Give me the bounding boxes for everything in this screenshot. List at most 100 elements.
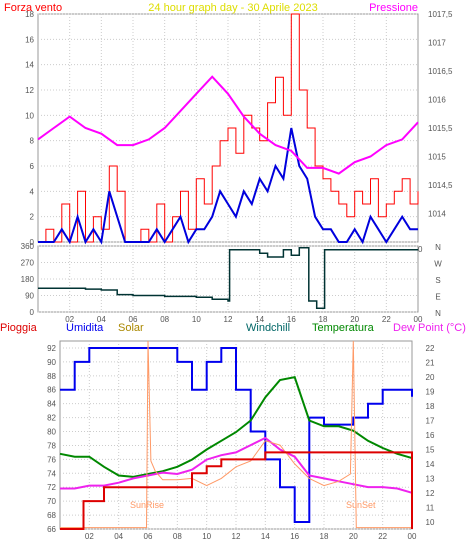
- y-tick-label-temperature: 18: [426, 402, 435, 411]
- y-tick-label-humidity: 84: [47, 400, 56, 409]
- y-tick-label-pressure: 1015,5: [428, 124, 453, 133]
- y-tick-label-pressure: 1016,5: [428, 67, 453, 76]
- sunset-label: SunSet: [346, 500, 376, 510]
- y-tick-label-wind: 4: [30, 187, 35, 196]
- y-tick-label-humidity: 90: [47, 358, 56, 367]
- x-tick-label: 04: [114, 532, 123, 541]
- y-tick-label-pressure: 1017: [428, 39, 446, 48]
- y-tick-label-direction: 270: [21, 259, 35, 268]
- series-line-2: [37, 75, 419, 175]
- y-tick-label-pressure: 1016: [428, 96, 446, 105]
- y-tick-label-wind: 16: [25, 35, 34, 44]
- y-tick-label-direction: 0: [30, 308, 35, 317]
- wind-direction-series: [38, 247, 418, 310]
- y-tick-label-humidity: 74: [47, 469, 56, 478]
- sunrise-label: SunRise: [130, 500, 164, 510]
- y-tick-label-temperature: 17: [426, 417, 435, 426]
- x-tick-label: 22: [378, 532, 387, 541]
- y-tick-label-humidity: 92: [47, 344, 56, 353]
- y-tick-label-temperature: 14: [426, 460, 435, 469]
- y-tick-label-temperature: 19: [426, 388, 435, 397]
- x-tick-label: 04: [97, 315, 106, 324]
- y-tick-label-temperature: 13: [426, 474, 435, 483]
- wind-direction-grid: [38, 245, 418, 313]
- legend-humidity: Umidita: [66, 322, 104, 334]
- y-tick-label-pressure: 1015: [428, 153, 446, 162]
- x-tick-label: 20: [350, 315, 359, 324]
- series-line-4: [60, 451, 413, 530]
- x-tick-label: 14: [261, 532, 270, 541]
- y-tick-label-humidity: 86: [47, 386, 56, 395]
- x-tick-label: 08: [173, 532, 182, 541]
- y-tick-label-humidity: 72: [47, 483, 56, 492]
- y-tick-label-pressure: 1017,5: [428, 10, 453, 19]
- x-tick-label: 10: [202, 532, 211, 541]
- x-tick-label: 16: [290, 532, 299, 541]
- pressure-axis-label: Pressione: [369, 2, 418, 14]
- series-line-2: [60, 436, 413, 494]
- x-tick-label: 02: [65, 315, 74, 324]
- y-tick-label-temperature: 11: [426, 503, 435, 512]
- y-tick-label-humidity: 82: [47, 414, 56, 423]
- x-tick-label: 20: [349, 532, 358, 541]
- x-tick-label: 14: [255, 315, 264, 324]
- wind-direction-ticks: 0 N 90 W 180 S 270 E 360 N 02 04 06 08 10 12 14 16 18 20 22 0…: [21, 242, 443, 324]
- y-tick-label-temperature: 22: [426, 344, 435, 353]
- legend-windchill: Windchill: [246, 322, 290, 334]
- y-tick-label-pressure: 1014: [428, 210, 446, 219]
- x-tick-label: 00: [414, 315, 423, 324]
- y-tick-label-direction: 180: [21, 275, 35, 284]
- y-tick-label-humidity: 76: [47, 455, 56, 464]
- y-tick-label-temperature: 15: [426, 445, 435, 454]
- y-tick-label-temperature: 20: [426, 373, 435, 382]
- x-tick-label: 06: [144, 532, 153, 541]
- x-tick-label: 18: [320, 532, 329, 541]
- y-tick-label-pressure: 1014,5: [428, 181, 453, 190]
- x-tick-label: 00: [408, 532, 417, 541]
- y-tick-label-wind: 14: [25, 61, 34, 70]
- wind-pressure-series: [37, 13, 419, 245]
- humidity-temp-ticks: 66 68 70 72 74 76 78 80 82 84 86 88 90 92 10 11 12 13 14 15…: [47, 344, 435, 541]
- y-tick-label-humidity: 78: [47, 441, 56, 450]
- y-tick-label-temperature: 21: [426, 359, 435, 368]
- x-tick-label: 12: [232, 532, 241, 541]
- compass-label: W: [434, 260, 442, 269]
- y-tick-label-wind: 8: [30, 137, 35, 146]
- y-tick-label-direction: 360: [21, 242, 35, 251]
- legend-temperature: Temperatura: [312, 322, 375, 334]
- y-tick-label-wind: 18: [25, 10, 34, 19]
- x-tick-label: 16: [287, 315, 296, 324]
- y-tick-label-temperature: 12: [426, 489, 435, 498]
- series-line-3: [60, 340, 412, 529]
- compass-label: E: [435, 293, 440, 302]
- y-tick-label-humidity: 66: [47, 525, 56, 534]
- y-tick-label-humidity: 80: [47, 428, 56, 437]
- x-tick-label: 18: [319, 315, 328, 324]
- series-line-1: [38, 127, 418, 245]
- y-tick-label-temperature: 10: [426, 518, 435, 527]
- legend-rain: Pioggia: [0, 322, 38, 334]
- y-tick-label-wind: 10: [25, 111, 34, 120]
- series-line-direction: [38, 247, 418, 310]
- y-tick-label-humidity: 70: [47, 497, 56, 506]
- x-tick-label: 08: [160, 315, 169, 324]
- series-line-0: [38, 13, 419, 243]
- x-tick-label: 02: [85, 532, 94, 541]
- y-tick-label-wind: 12: [25, 86, 34, 95]
- y-tick-label-humidity: 68: [47, 511, 56, 520]
- humidity-temp-series: [59, 340, 413, 530]
- x-tick-label: 22: [382, 315, 391, 324]
- y-tick-label-wind: 2: [30, 213, 35, 222]
- x-tick-label: 12: [224, 315, 233, 324]
- wind-axis-label: Forza vento: [4, 2, 62, 14]
- legend-solar: Solar: [118, 322, 144, 334]
- series-line-0: [60, 347, 413, 523]
- compass-label: S: [435, 276, 440, 285]
- compass-label: N: [435, 243, 441, 252]
- y-tick-label-humidity: 88: [47, 372, 56, 381]
- x-tick-label: 10: [192, 315, 201, 324]
- chart-title: 24 hour graph day - 30 Aprile 2023: [148, 2, 317, 14]
- y-tick-label-wind: 6: [30, 162, 35, 171]
